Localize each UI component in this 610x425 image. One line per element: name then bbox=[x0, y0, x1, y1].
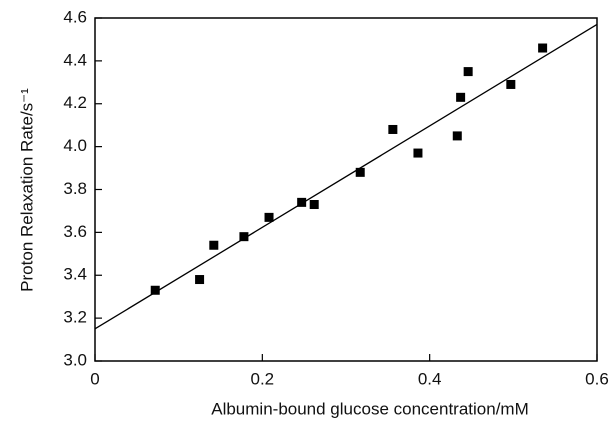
y-tick-label: 3.8 bbox=[63, 179, 87, 198]
x-axis-label: Albumin-bound glucose concentration/mM bbox=[211, 399, 529, 418]
y-tick-label: 3.0 bbox=[63, 350, 87, 369]
point bbox=[413, 148, 423, 158]
point bbox=[309, 200, 319, 210]
y-tick-label: 3.2 bbox=[63, 308, 87, 327]
point bbox=[355, 167, 365, 177]
y-tick-label: 4.0 bbox=[63, 136, 87, 155]
point bbox=[506, 79, 516, 89]
y-axis-label: Proton Relaxation Rate/s⁻¹ bbox=[17, 88, 36, 292]
point bbox=[195, 275, 205, 285]
point bbox=[538, 43, 548, 53]
point bbox=[150, 285, 160, 295]
point bbox=[264, 212, 274, 222]
point bbox=[388, 124, 398, 134]
y-tick-label: 4.4 bbox=[63, 50, 87, 69]
y-tick-label: 4.6 bbox=[63, 7, 87, 26]
x-tick-label: 0 bbox=[90, 369, 99, 388]
x-tick-label: 0.6 bbox=[585, 369, 609, 388]
fit-line bbox=[94, 23, 598, 330]
y-tick-label: 3.6 bbox=[63, 222, 87, 241]
x-tick-label: 0.2 bbox=[251, 369, 275, 388]
point bbox=[456, 92, 466, 102]
point bbox=[452, 131, 462, 141]
point bbox=[297, 197, 307, 207]
point bbox=[463, 67, 473, 77]
point bbox=[239, 232, 249, 242]
y-tick-label: 3.4 bbox=[63, 265, 87, 284]
x-tick-label: 0.4 bbox=[418, 369, 442, 388]
point bbox=[209, 240, 219, 250]
y-tick-label: 4.2 bbox=[63, 93, 87, 112]
